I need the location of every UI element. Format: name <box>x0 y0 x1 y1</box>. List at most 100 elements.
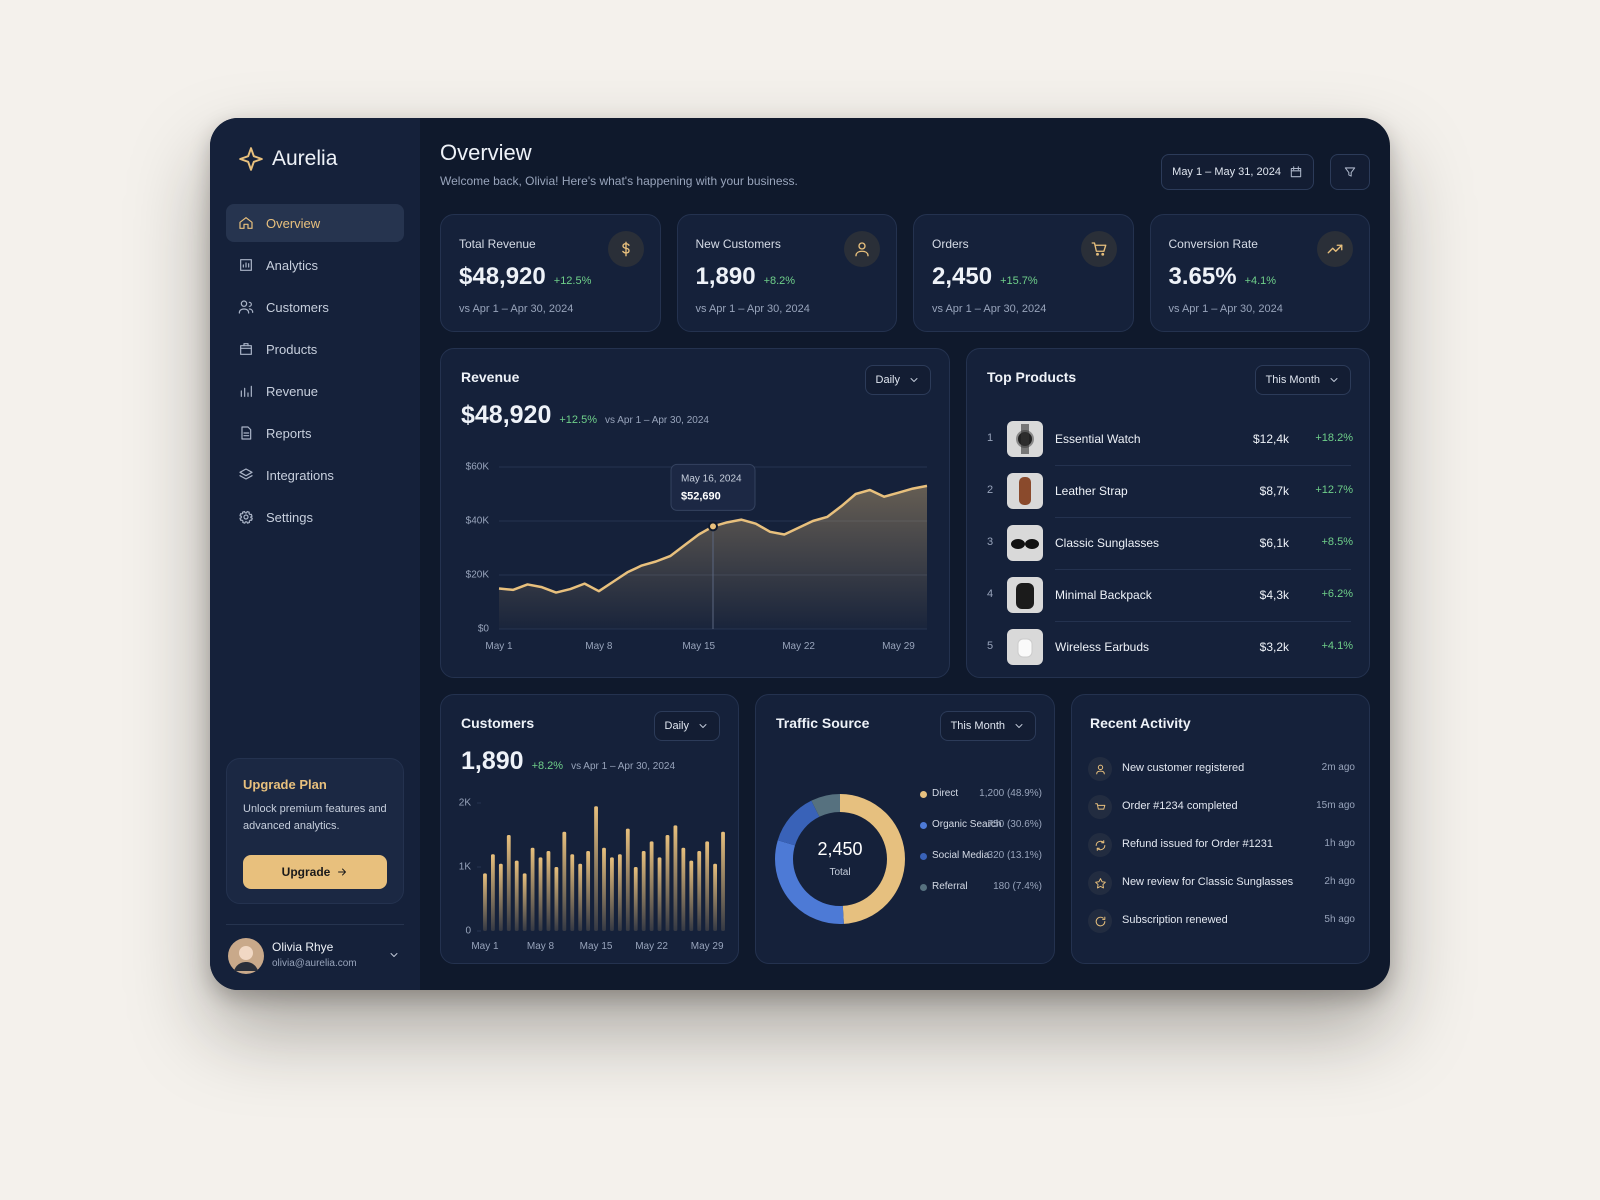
icon-stroke <box>1096 839 1104 851</box>
nav-icon <box>240 385 252 397</box>
kpi-value: 1,890 <box>695 263 756 290</box>
y-tick-label: $40K <box>466 516 490 527</box>
icon-stroke <box>1094 802 1105 810</box>
icon-stroke <box>1290 166 1302 172</box>
product-rank: 5 <box>987 640 994 652</box>
activity-text: Subscription renewed <box>1122 914 1228 926</box>
kpi-value: 2,450 <box>932 263 993 290</box>
kpi-value-row: 3.65% +4.1% <box>1169 263 1277 291</box>
upgrade-button-label: Upgrade <box>281 865 331 879</box>
nav-item[interactable]: Customers <box>226 288 404 326</box>
tooltip-box <box>670 463 756 511</box>
card-title: Revenue <box>461 369 520 385</box>
activity-icon <box>1088 833 1112 857</box>
bar <box>554 867 559 931</box>
product-change: +8.5% <box>1321 536 1354 548</box>
nav-icon <box>240 259 252 271</box>
nav-item[interactable]: Reports <box>226 414 404 452</box>
product-name: Classic Sunglasses <box>1055 536 1160 550</box>
kpi-value: 3.65% <box>1168 263 1237 290</box>
activity-item: Order #1234 completed 15m ago <box>1072 791 1371 823</box>
calendar-icon <box>1290 166 1302 178</box>
nav-item[interactable]: Revenue <box>226 372 404 410</box>
page-subtitle: Welcome back, Olivia! Here's what's happ… <box>440 174 798 188</box>
period-dropdown[interactable]: This Month <box>1254 365 1351 395</box>
icon-stroke <box>858 242 866 250</box>
total-value: 1,890 <box>461 747 524 775</box>
bar <box>713 863 718 931</box>
x-tick-label: May 8 <box>585 641 613 652</box>
donut-center-value: 2,450 <box>817 839 862 859</box>
date-range-picker[interactable]: May 1 – May 31, 2024 <box>1161 154 1314 190</box>
product-row: 3 Classic Sunglasses $6,1k +8.5% <box>967 517 1371 569</box>
product-revenue: $4,3k <box>1259 588 1289 602</box>
legend-swatch <box>920 884 927 891</box>
product-image <box>1007 473 1043 509</box>
y-tick-label: 1K <box>459 862 472 873</box>
period-dropdown[interactable]: This Month <box>939 711 1036 741</box>
nav-icon <box>239 217 253 229</box>
row-divider <box>1055 621 1351 622</box>
page-title: Overview <box>440 140 532 165</box>
activity-text: New review for Classic Sunglasses <box>1122 876 1294 888</box>
nav-icon <box>241 426 252 440</box>
filter-button[interactable] <box>1330 154 1370 190</box>
activity-glyph <box>1095 839 1105 851</box>
icon-stroke <box>243 432 250 437</box>
legend-value: 1,200 (48.9%) <box>979 788 1042 799</box>
row-divider <box>1055 569 1351 570</box>
activity-time: 5h ago <box>1324 914 1355 925</box>
filter-icon <box>1344 167 1356 177</box>
activity-text: Order #1234 completed <box>1122 800 1238 812</box>
card-title: Traffic Source <box>776 715 870 731</box>
donut-center-label: Total <box>829 867 850 878</box>
chevron-icon <box>1015 724 1023 728</box>
period-dropdown[interactable]: Daily <box>653 711 720 741</box>
chevron-icon <box>390 953 398 957</box>
nav-item[interactable]: Settings <box>226 498 404 536</box>
product-rank: 2 <box>987 484 994 496</box>
nav-label: Customers <box>266 299 329 315</box>
product-rank: 1 <box>987 432 994 444</box>
total-row: $48,920 +12.5% vs Apr 1 – Apr 30, 2024 <box>461 401 709 430</box>
activity-glyph <box>1094 802 1105 810</box>
donut-segment <box>775 794 905 924</box>
bar <box>625 828 630 931</box>
icon-stroke <box>248 301 252 307</box>
card-title: Recent Activity <box>1090 715 1191 731</box>
nav-item[interactable]: Overview <box>226 204 404 242</box>
nav-item[interactable]: Products <box>226 330 404 368</box>
product-row: 4 Minimal Backpack $4,3k +6.2% <box>967 569 1371 621</box>
product-image <box>1007 421 1043 457</box>
main-content: Overview Welcome back, Olivia! Here's wha… <box>440 118 1370 990</box>
nav-item[interactable]: Analytics <box>226 246 404 284</box>
kpi-change: +12.5% <box>553 275 592 287</box>
point <box>708 521 718 532</box>
kpi-card: Total Revenue $48,920 +12.5% vs Apr 1 – Apr… <box>440 214 661 332</box>
x-tick-label: May 15 <box>682 641 715 652</box>
bar <box>689 860 694 931</box>
bar <box>681 847 686 931</box>
total-value: $48,920 <box>461 401 552 429</box>
nav-item[interactable]: Integrations <box>226 456 404 494</box>
icon-stroke <box>1095 252 1104 256</box>
y-tick-label: 0 <box>465 926 471 937</box>
upgrade-title: Upgrade Plan <box>243 777 327 792</box>
kpi-value-row: $48,920 +12.5% <box>459 263 591 291</box>
product-image <box>1007 629 1043 665</box>
activity-glyph <box>1094 877 1106 888</box>
activity-time: 15m ago <box>1316 800 1355 811</box>
kpi-label: Orders <box>932 237 969 251</box>
period-dropdown[interactable]: Daily <box>864 365 931 395</box>
legend-value: 180 (7.4%) <box>993 881 1042 892</box>
user-profile[interactable]: Olivia Rhye olivia@aurelia.com <box>228 936 406 980</box>
upgrade-button[interactable]: Upgrade <box>243 855 387 889</box>
product-rank: 4 <box>987 588 994 600</box>
legend-label: Social Media <box>932 850 990 861</box>
traffic-card: Traffic Source This Month 2,450 Total Direct… <box>755 694 1055 964</box>
kpi-label: Total Revenue <box>459 237 536 251</box>
x-tick-label: May 22 <box>635 941 668 952</box>
product-shape <box>1021 424 1029 454</box>
product-change: +12.7% <box>1315 484 1353 496</box>
icon-stroke <box>699 724 707 728</box>
